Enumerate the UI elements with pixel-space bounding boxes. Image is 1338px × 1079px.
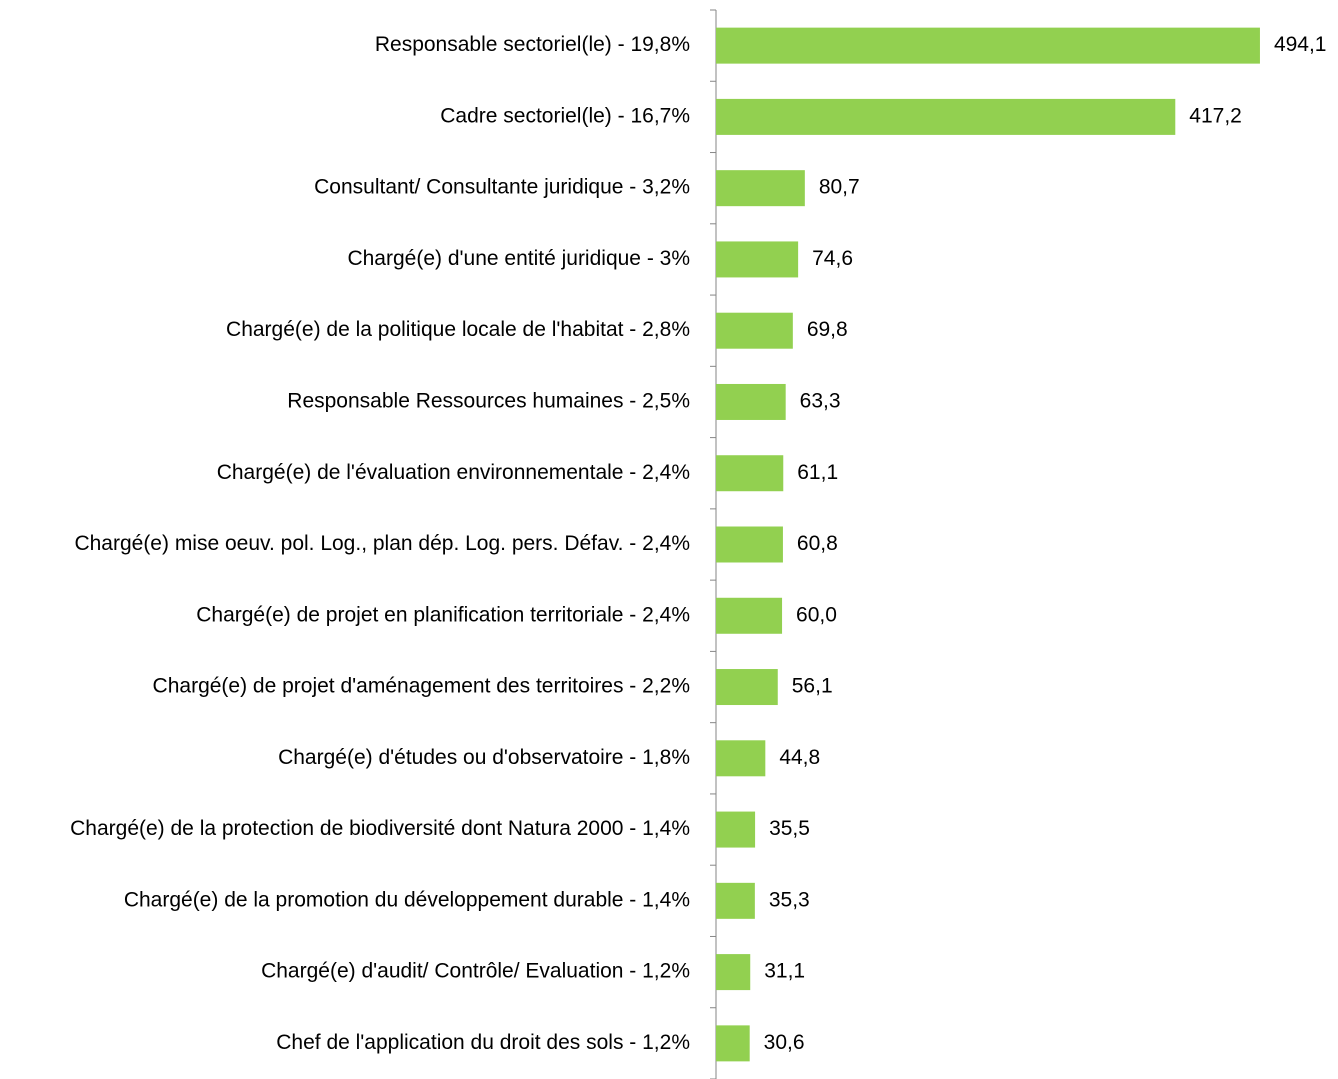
y-tick-label: Chargé(e) de la protection de biodiversi… bbox=[70, 817, 690, 840]
data-label: 417,2 bbox=[1189, 104, 1242, 127]
data-label: 35,5 bbox=[769, 817, 810, 840]
y-tick-label: Chargé(e) d'une entité juridique - 3% bbox=[347, 247, 690, 270]
bar bbox=[716, 170, 805, 207]
bar bbox=[716, 98, 1176, 135]
data-label: 60,0 bbox=[796, 603, 837, 626]
bar bbox=[716, 740, 766, 777]
data-label: 35,3 bbox=[769, 888, 810, 911]
y-tick-label: Chargé(e) de la promotion du développeme… bbox=[124, 888, 690, 911]
data-label: 74,6 bbox=[812, 247, 853, 270]
bar bbox=[716, 597, 783, 634]
y-tick-label: Responsable sectoriel(le) - 19,8% bbox=[375, 33, 690, 56]
y-tick-label: Chargé(e) de projet d'aménagement des te… bbox=[153, 675, 690, 698]
y-tick-label: Responsable Ressources humaines - 2,5% bbox=[287, 390, 690, 413]
data-label: 63,3 bbox=[800, 390, 841, 413]
y-tick-label: Chef de l'application du droit des sols … bbox=[276, 1031, 690, 1054]
data-label: 80,7 bbox=[819, 176, 860, 199]
bar bbox=[716, 811, 756, 848]
y-tick-label: Chargé(e) d'études ou d'observatoire - 1… bbox=[278, 746, 690, 769]
data-label: 494,1 bbox=[1274, 33, 1327, 56]
data-label: 60,8 bbox=[797, 532, 838, 555]
y-tick-label: Chargé(e) de l'évaluation environnementa… bbox=[217, 461, 690, 484]
data-label: 56,1 bbox=[792, 675, 833, 698]
bar bbox=[716, 455, 784, 492]
bar bbox=[716, 882, 755, 919]
y-tick-label: Chargé(e) de la politique locale de l'ha… bbox=[226, 318, 690, 341]
bar bbox=[716, 954, 751, 991]
y-tick-label: Chargé(e) de projet en planification ter… bbox=[196, 603, 690, 626]
bar bbox=[716, 526, 783, 563]
bar bbox=[716, 312, 793, 349]
y-tick-label: Chargé(e) d'audit/ Contrôle/ Evaluation … bbox=[261, 960, 690, 983]
bar bbox=[716, 241, 799, 278]
data-label: 69,8 bbox=[807, 318, 848, 341]
bar bbox=[716, 1025, 750, 1062]
bar bbox=[716, 27, 1260, 64]
data-label: 30,6 bbox=[764, 1031, 805, 1054]
y-tick-label: Chargé(e) mise oeuv. pol. Log., plan dép… bbox=[74, 532, 690, 555]
bar bbox=[716, 669, 778, 706]
y-tick-label: Consultant/ Consultante juridique - 3,2% bbox=[314, 176, 690, 199]
data-label: 31,1 bbox=[764, 960, 805, 983]
data-label: 61,1 bbox=[797, 461, 838, 484]
bar bbox=[716, 383, 786, 420]
data-label: 44,8 bbox=[779, 746, 820, 769]
y-tick-label: Cadre sectoriel(le) - 16,7% bbox=[440, 104, 690, 127]
